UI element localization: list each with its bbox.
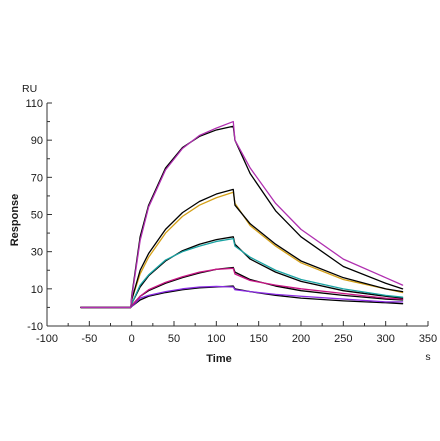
y-tick-label: 110	[25, 98, 43, 110]
y-tick-label: 30	[31, 247, 43, 259]
x-tick-label: 0	[129, 333, 135, 345]
series-line-7	[80, 191, 404, 309]
x-unit-label: s	[425, 351, 430, 363]
axes: -10 10 30 50 70 90 110 -100 -50 0 50 100 150 200 250 30…	[25, 98, 437, 345]
y-tick-label: -10	[27, 321, 43, 333]
series-line-4	[80, 267, 404, 309]
series-layer	[80, 120, 404, 309]
series-line-10	[80, 120, 404, 309]
series-line-6	[80, 238, 404, 309]
y-tick-label: 70	[31, 172, 43, 184]
series-line-2	[80, 285, 404, 309]
y-unit-label: RU	[22, 83, 37, 95]
x-tick-label: 100	[207, 333, 225, 345]
y-tick-label: 10	[31, 284, 43, 296]
x-tick-label: -50	[81, 333, 97, 345]
y-tick-label: 90	[31, 135, 43, 147]
x-axis-title: Time	[206, 353, 231, 365]
x-tick-label: 200	[292, 333, 310, 345]
x-tick-label: 150	[249, 333, 267, 345]
series-line-8	[80, 188, 404, 309]
x-tick-label: -100	[36, 333, 58, 345]
y-axis-title: Response	[9, 194, 21, 247]
x-tick-label: 300	[376, 333, 394, 345]
x-tick-label: 250	[334, 333, 352, 345]
x-tick-label: 50	[168, 333, 180, 345]
x-tick-label: 350	[419, 333, 437, 345]
y-tick-label: 50	[31, 210, 43, 222]
